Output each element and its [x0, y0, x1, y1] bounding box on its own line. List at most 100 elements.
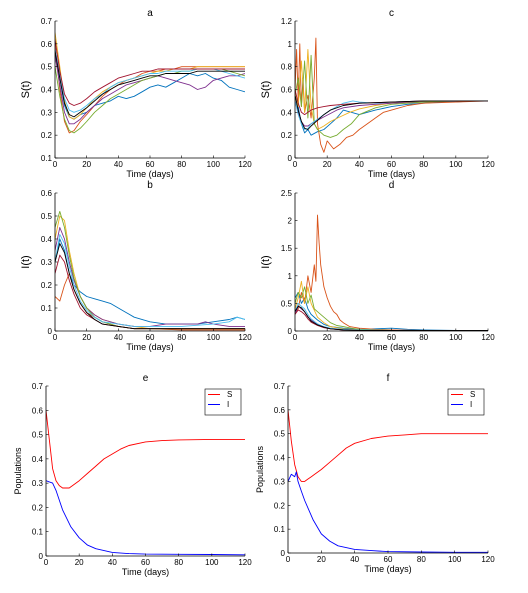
x-tick-label: 100: [207, 160, 221, 169]
x-tick-label: 0: [286, 555, 291, 564]
x-tick-label: 40: [114, 333, 123, 342]
x-axis-label: Time (days): [126, 342, 173, 352]
x-tick-label: 20: [75, 558, 84, 567]
chart-title: f: [387, 373, 390, 384]
chart-panel-e: 0 20 40 60 80 100 120 0 0.1 0.2 0.3 0.4 0.5 0.6 0.7 e Ti…: [13, 373, 252, 577]
y-tick-label: 0.3: [41, 108, 53, 117]
x-tick-label: 40: [114, 160, 123, 169]
series-line-4: [55, 66, 245, 134]
y-tick-label: 0.5: [41, 63, 53, 72]
series-group: [295, 214, 488, 331]
x-axis-label: Time (days): [368, 342, 415, 352]
y-tick-label: 2: [288, 217, 293, 226]
y-tick-label: 0.1: [32, 528, 44, 537]
y-tick-label: 0.7: [274, 382, 286, 391]
y-axis-label: S(t): [260, 81, 272, 99]
series-line-7: [295, 305, 488, 331]
x-axis-label: Time (days): [126, 169, 173, 179]
y-axis-label: S(t): [20, 81, 32, 99]
x-tick-label: 20: [323, 333, 332, 342]
series-line-s: [288, 409, 488, 482]
x-axis-label: Time (days): [364, 564, 411, 574]
y-tick-label: 0.7: [41, 17, 53, 26]
series-line-3: [295, 100, 488, 127]
series-group: [55, 210, 245, 331]
x-tick-label: 100: [205, 558, 219, 567]
legend: SI: [204, 388, 242, 416]
series-line-1: [295, 214, 488, 331]
x-tick-label: 120: [238, 160, 252, 169]
y-tick-label: 0.7: [32, 382, 44, 391]
x-tick-label: 120: [238, 558, 252, 567]
y-axis-label: Populations: [255, 445, 265, 493]
series-line-5: [295, 100, 488, 130]
y-tick-label: 0.4: [281, 108, 293, 117]
x-tick-label: 20: [317, 555, 326, 564]
x-tick-label: 80: [417, 555, 426, 564]
series-line-s: [46, 410, 245, 489]
x-tick-label: 60: [146, 160, 155, 169]
legend-label: I: [470, 400, 472, 409]
y-axis-label: I(t): [260, 255, 272, 268]
y-tick-label: 0.3: [32, 479, 44, 488]
x-tick-label: 20: [82, 333, 91, 342]
series-line-1: [55, 43, 245, 134]
y-tick-label: 0.2: [281, 131, 293, 140]
y-tick-label: 0.3: [274, 477, 286, 486]
y-tick-label: 0.6: [41, 40, 53, 49]
y-tick-label: 0.5: [274, 430, 286, 439]
chart-panel-c: 0 20 40 60 80 100 120 0 0.2 0.4 0.6 0.8 1 1.2 c Time (d…: [260, 8, 495, 179]
x-axis-label: Time (days): [368, 169, 415, 179]
x-tick-label: 60: [141, 558, 150, 567]
chart-title: a: [147, 8, 153, 19]
legend-label: S: [470, 390, 475, 399]
series-line-0: [295, 291, 488, 331]
x-tick-label: 80: [177, 160, 186, 169]
y-tick-label: 0.5: [281, 299, 293, 308]
y-tick-label: 0.1: [41, 304, 53, 313]
chart-title: b: [147, 180, 153, 191]
y-tick-label: 0.4: [32, 455, 44, 464]
legend: SI: [447, 388, 485, 416]
x-tick-label: 80: [174, 558, 183, 567]
x-tick-label: 0: [293, 160, 298, 169]
y-tick-label: 0.5: [41, 212, 53, 221]
x-tick-label: 100: [207, 333, 221, 342]
x-tick-label: 100: [449, 333, 463, 342]
x-tick-label: 100: [448, 555, 462, 564]
series-line-5: [55, 233, 245, 327]
legend-box: [204, 388, 242, 416]
chart-title: e: [143, 373, 149, 384]
series-line-7: [295, 95, 488, 130]
y-tick-label: 0.2: [32, 503, 44, 512]
y-tick-label: 1: [288, 272, 293, 281]
series-line-7: [55, 50, 245, 118]
y-tick-label: 0.6: [32, 406, 44, 415]
chart-panel-d: 0 20 40 60 80 100 120 0 0.5 1 1.5 2 2.5 d Time (days) I…: [260, 180, 495, 352]
chart-panel-b: 0 20 40 60 80 100 120 0 0.1 0.2 0.3 0.4 0.5 0.6 b Time …: [20, 180, 252, 352]
legend-label: S: [227, 390, 232, 399]
y-tick-label: 0.2: [41, 281, 53, 290]
x-tick-label: 0: [53, 333, 58, 342]
x-tick-label: 60: [387, 333, 396, 342]
series-group: [295, 37, 488, 153]
series-line-4: [295, 286, 488, 331]
x-tick-label: 0: [44, 558, 49, 567]
x-tick-label: 60: [384, 555, 393, 564]
series-line-4: [295, 54, 488, 138]
y-tick-label: 0: [39, 552, 44, 561]
chart-title: d: [389, 180, 395, 191]
y-tick-label: 0.6: [274, 406, 286, 415]
series-group: [46, 410, 245, 556]
series-line-i: [288, 471, 488, 553]
series-line-i: [46, 480, 245, 556]
x-tick-label: 60: [146, 333, 155, 342]
series-line-5: [55, 48, 245, 113]
y-tick-label: 1.2: [281, 17, 293, 26]
x-tick-label: 120: [481, 333, 495, 342]
x-tick-label: 120: [481, 555, 495, 564]
y-tick-label: 0.8: [281, 63, 293, 72]
y-tick-label: 2.5: [281, 189, 293, 198]
series-line-6: [55, 254, 245, 330]
